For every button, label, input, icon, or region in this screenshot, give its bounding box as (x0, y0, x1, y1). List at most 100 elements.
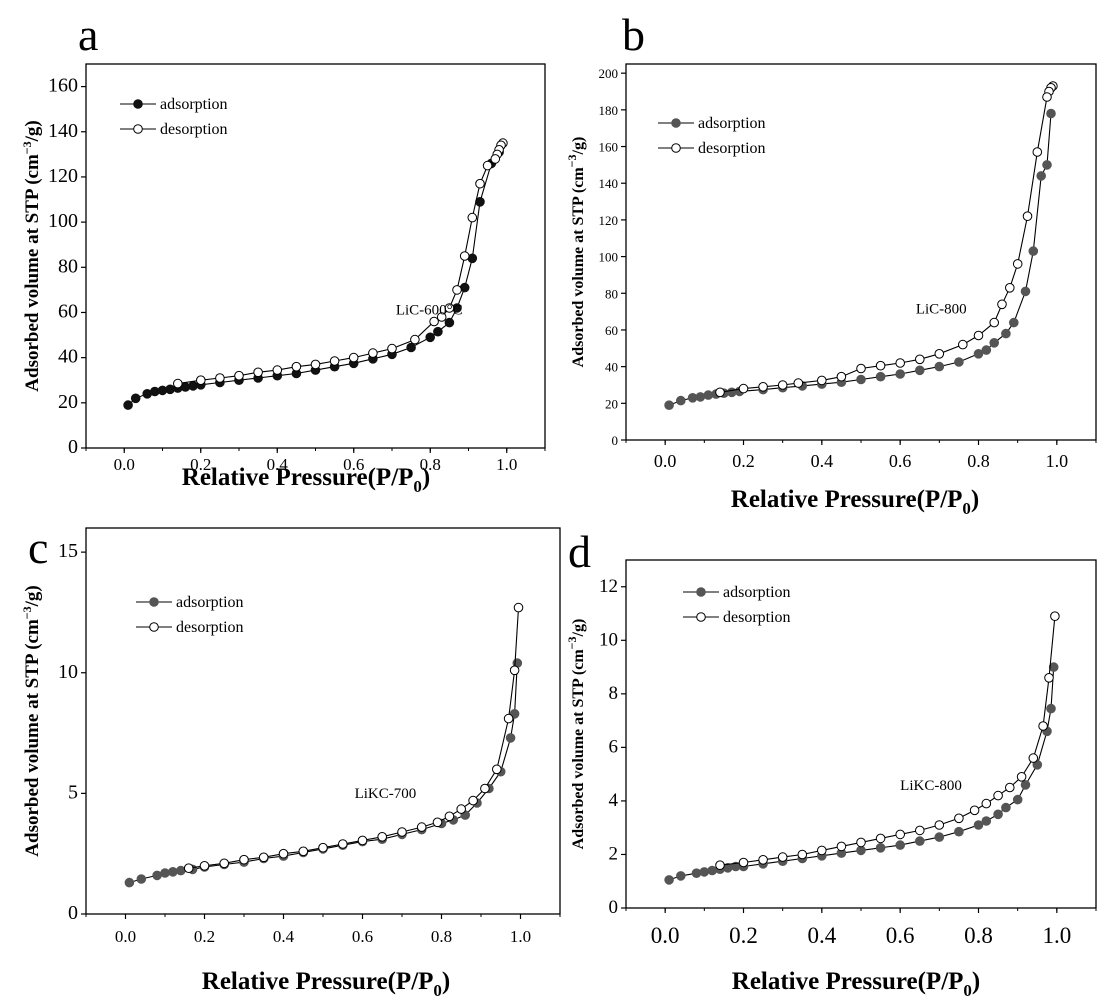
panel-c: c 0.0 0.2 0.4 0.6 0.8 1.0 0 5 10 15 Relative Pressu… (20, 522, 561, 1000)
x-tick-label: 0.8 (964, 923, 993, 948)
data-point-desorption (777, 852, 788, 862)
sample-annotation: LiKC-700 (355, 786, 417, 802)
data-point-adsorption (1012, 794, 1023, 805)
legend-marker (671, 143, 681, 153)
y-tick-label: 6 (609, 736, 619, 757)
data-point-desorption (513, 602, 524, 613)
data-point-adsorption (915, 365, 925, 376)
data-point-adsorption (150, 386, 160, 397)
data-point-desorption (298, 846, 309, 857)
y-tick-label: 160 (599, 140, 619, 155)
data-point-adsorption (699, 867, 710, 877)
x-tick-label: 0.0 (114, 455, 135, 474)
x-tick-label: 0.0 (115, 927, 136, 946)
data-point-desorption (239, 854, 249, 865)
data-point-adsorption (136, 874, 147, 884)
y-tick-label: 100 (599, 250, 619, 265)
y-tick-label: 10 (599, 629, 618, 650)
data-point-desorption (793, 378, 804, 388)
data-point-adsorption (1028, 246, 1039, 256)
data-point-adsorption (981, 345, 992, 355)
data-point-desorption (348, 352, 359, 363)
data-point-desorption (1028, 753, 1039, 763)
data-point-adsorption (687, 393, 698, 403)
legend-label: desorption (176, 619, 244, 636)
data-point-desorption (969, 805, 980, 816)
y-tick-label: 120 (599, 213, 619, 228)
legend-marker (149, 597, 159, 607)
y-tick-label: 15 (58, 540, 78, 562)
data-point-desorption (989, 317, 1000, 328)
series-line-desorption (719, 616, 1056, 866)
data-point-desorption (318, 842, 328, 853)
x-tick-label: 0.0 (654, 451, 677, 471)
data-point-desorption (1032, 147, 1043, 157)
data-point-desorption (1050, 611, 1060, 622)
data-point-desorption (1038, 721, 1048, 731)
data-point-desorption (272, 365, 283, 375)
data-point-desorption (993, 790, 1003, 801)
data-point-adsorption (954, 826, 964, 837)
data-point-adsorption (993, 809, 1003, 820)
y-tick-label: 140 (48, 120, 78, 142)
data-point-desorption (329, 356, 340, 366)
sample-annotation: LiC-800 (916, 301, 967, 317)
data-point-desorption (357, 835, 368, 846)
data-point-adsorption (124, 877, 135, 888)
data-point-adsorption (676, 395, 686, 406)
data-point-desorption (997, 299, 1007, 310)
y-tick-label: 40 (605, 360, 618, 375)
data-point-desorption (1005, 782, 1015, 793)
data-point-desorption (199, 861, 210, 871)
data-point-desorption (480, 783, 490, 794)
data-point-adsorption (954, 357, 964, 367)
y-tick-label: 0 (68, 436, 78, 458)
data-point-desorption (444, 811, 455, 822)
data-point-adsorption (934, 832, 945, 842)
panel-letter: d (568, 526, 591, 577)
data-point-desorption (817, 845, 827, 856)
x-tick-label: 0.6 (889, 451, 912, 471)
data-point-desorption (219, 858, 229, 869)
y-tick-label: 40 (58, 346, 78, 368)
data-point-desorption (492, 764, 502, 775)
data-point-adsorption (691, 868, 702, 879)
x-tick-label: 0.6 (343, 455, 364, 474)
y-tick-label: 200 (599, 66, 619, 81)
y-tick-label: 180 (599, 103, 619, 118)
data-point-adsorption (664, 400, 674, 411)
x-tick-label: 0.8 (431, 927, 452, 946)
data-point-desorption (475, 178, 485, 189)
data-point-adsorption (856, 845, 866, 856)
data-point-adsorption (1042, 160, 1052, 170)
data-point-desorption (836, 371, 847, 382)
data-point-adsorption (1048, 662, 1059, 672)
sample-annotation: LiC-600°C (396, 303, 463, 319)
data-point-adsorption (915, 836, 925, 846)
y-tick-label: 60 (605, 323, 618, 338)
y-tick-label: 80 (58, 255, 78, 277)
data-point-adsorption (895, 840, 906, 850)
data-point-adsorption (875, 843, 886, 853)
data-point-adsorption (168, 867, 178, 877)
data-point-desorption (934, 349, 945, 359)
x-tick-label: 0.4 (807, 923, 836, 948)
data-point-desorption (196, 375, 206, 386)
data-point-desorption (490, 154, 501, 164)
y-tick-label: 60 (58, 300, 78, 322)
legend-label: desorption (698, 140, 766, 157)
legend-marker (133, 124, 143, 134)
data-point-adsorption (676, 871, 686, 881)
data-point-desorption (915, 354, 925, 365)
data-point-desorption (758, 855, 768, 865)
x-tick-label: 0.2 (732, 451, 755, 471)
legend-label: desorption (160, 121, 228, 138)
data-point-desorption (387, 343, 397, 354)
data-point-desorption (715, 860, 725, 871)
data-point-desorption (338, 839, 348, 849)
data-point-adsorption (505, 733, 516, 743)
data-point-desorption (981, 798, 992, 809)
x-tick-label: 0.2 (190, 455, 211, 474)
x-tick-label: 0.2 (194, 927, 215, 946)
data-point-adsorption (160, 868, 170, 878)
